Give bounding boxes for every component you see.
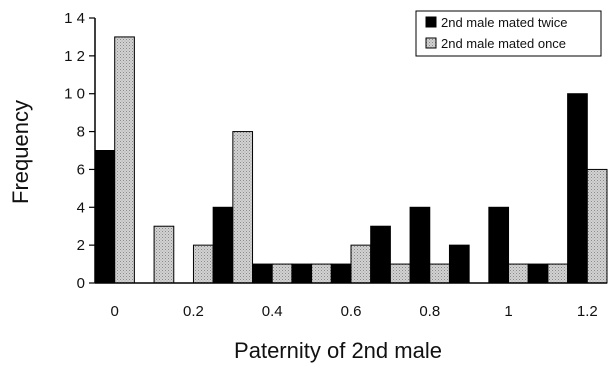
bar-mated-once <box>153 225 175 284</box>
bar-mated-once <box>508 263 529 284</box>
bar-mated-once <box>350 244 372 284</box>
legend-label-mated-once: 2nd male mated once <box>441 36 566 51</box>
y-tick-label: 1 2 <box>64 48 85 65</box>
x-tick-label: 1.2 <box>577 303 598 320</box>
legend-swatch-mated-once <box>425 37 437 49</box>
bar-mated-once <box>271 263 293 284</box>
y-tick-label: 2 <box>77 237 85 254</box>
bar-mated-twice <box>252 263 273 284</box>
bar-mated-twice <box>448 244 470 284</box>
legend-box <box>415 10 602 57</box>
bar-mated-once <box>311 263 332 284</box>
legend-label-mated-twice: 2nd male mated twice <box>441 15 567 30</box>
legend-swatch-mated-twice <box>425 16 437 28</box>
y-tick-label: 0 <box>77 275 85 292</box>
y-tick-label: 6 <box>77 161 85 178</box>
y-axis-title: Frequency <box>8 100 33 204</box>
bar-mated-twice <box>488 206 510 284</box>
bar-mated-twice <box>527 263 549 284</box>
x-tick-label: 0.4 <box>262 303 283 320</box>
y-tick-label: 4 <box>77 199 85 216</box>
bar-mated-twice <box>291 263 313 284</box>
bar-mated-once <box>389 263 411 284</box>
x-tick-label: 0.8 <box>419 303 440 320</box>
bar-mated-twice <box>409 206 431 284</box>
bar-mated-twice <box>567 93 588 284</box>
x-tick-label: 0 <box>111 303 119 320</box>
bar-mated-once <box>547 263 569 284</box>
y-tick-label: 1 4 <box>64 10 85 27</box>
legend: 2nd male mated twice 2nd male mated once <box>415 10 602 57</box>
bar-mated-twice <box>94 150 116 284</box>
x-tick-label: 0.6 <box>341 303 362 320</box>
bar-mated-once <box>114 36 135 284</box>
y-tick-label: 8 <box>77 124 85 141</box>
bar-mated-once <box>232 131 254 284</box>
x-tick-label: 1 <box>504 303 512 320</box>
bar-mated-once <box>429 263 450 284</box>
x-tick-label: 0.2 <box>183 303 204 320</box>
y-tick-label: 1 0 <box>64 86 85 103</box>
x-axis-title: Paternity of 2nd male <box>234 338 442 363</box>
bar-mated-twice <box>330 263 352 284</box>
bar-mated-once <box>586 168 608 284</box>
bar-mated-once <box>192 244 214 284</box>
bar-mated-twice <box>370 225 391 284</box>
bar-mated-twice <box>212 206 234 284</box>
